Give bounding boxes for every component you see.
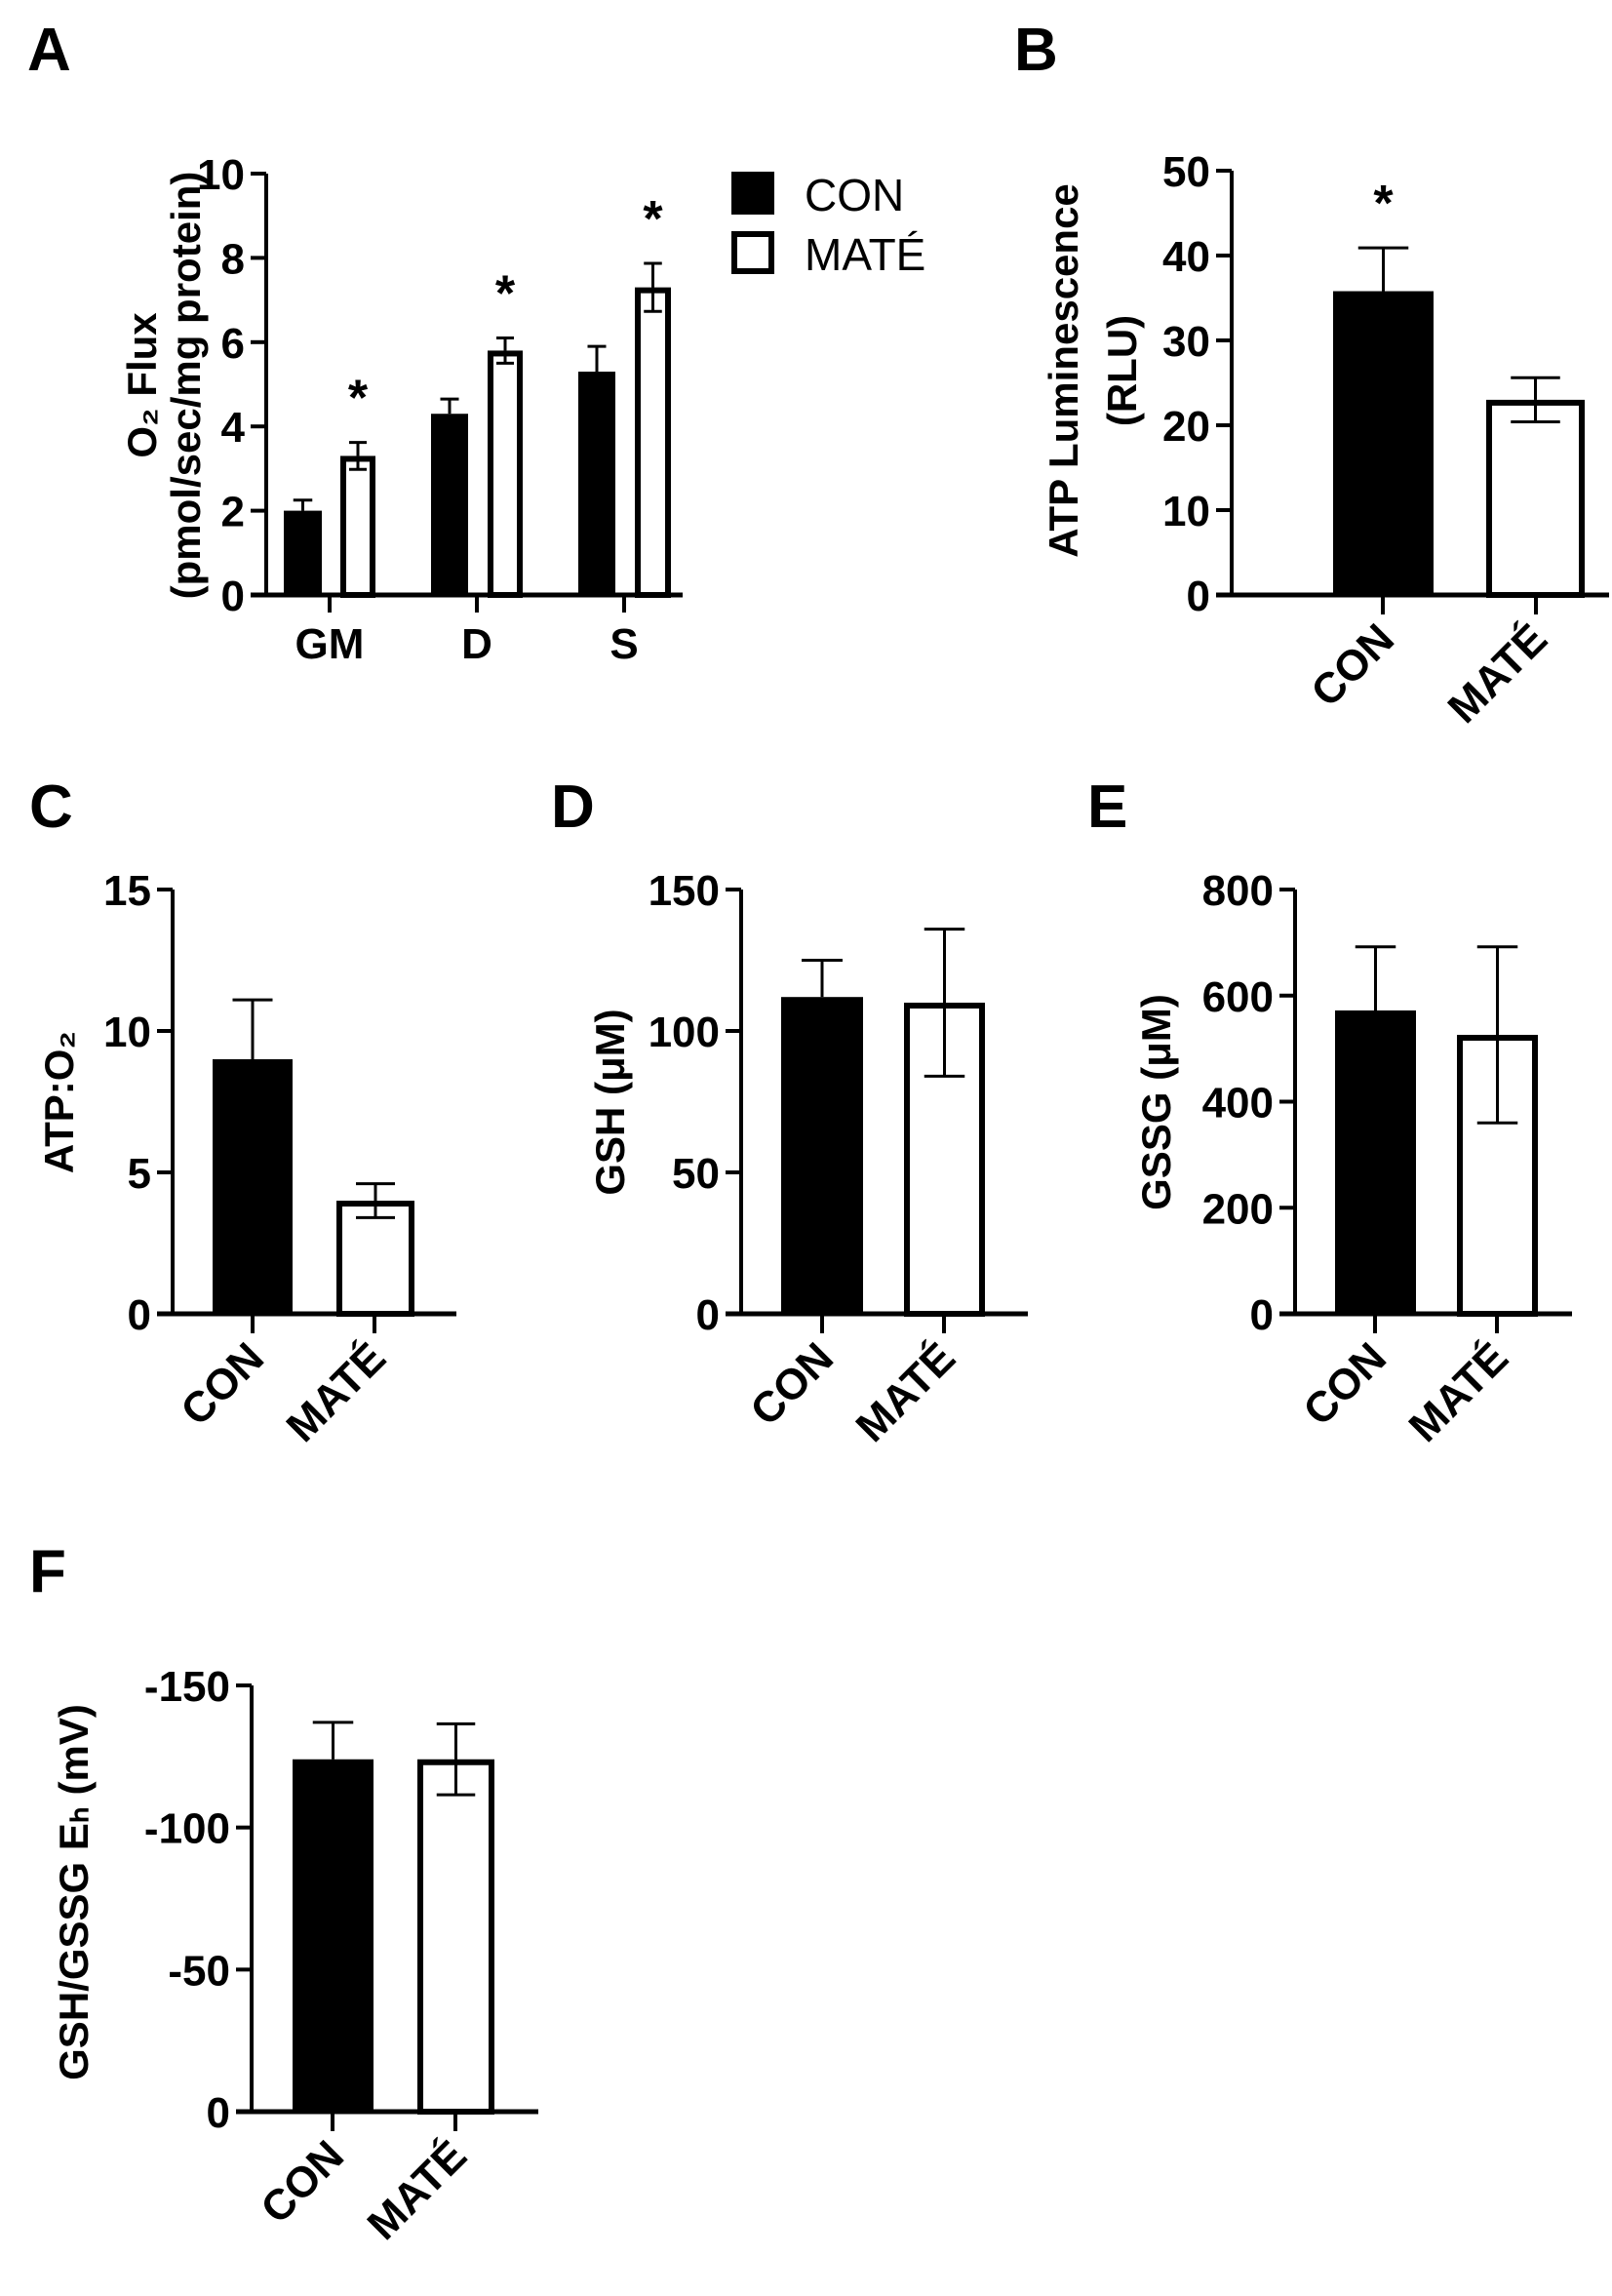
bar-mate	[340, 455, 375, 598]
legend-label: CON	[805, 170, 904, 220]
y-tick-label: 10	[103, 1009, 151, 1056]
panel-letter: D	[551, 773, 595, 841]
panel-letter: C	[29, 773, 73, 841]
y-tick-label: 50	[672, 1150, 720, 1198]
bar-con	[213, 1059, 293, 1314]
y-tick-label: -100	[144, 1805, 230, 1853]
y-axis-title: (RLU)	[1099, 315, 1145, 426]
panel-a: A 0 2 4 6 8 10 O₂ Flux(pmol/sec/mg protein) * GM *…	[27, 17, 925, 668]
panel-e: E 0 200 400 600 800 GSSG (μM) CON MATÉ	[1087, 773, 1572, 1451]
x-category-label: MATÉ	[1399, 1333, 1517, 1451]
y-axis-title: GSSG (μM)	[1133, 994, 1179, 1210]
bar-mate	[417, 1759, 494, 2116]
bar-con	[1335, 1009, 1416, 1314]
legend-label: MATÉ	[805, 229, 925, 280]
y-tick-label: 0	[696, 1291, 720, 1339]
x-category-label: CON	[252, 2131, 353, 2233]
y-tick-label: 8	[221, 235, 245, 283]
y-axis-title: ATP Luminescence	[1041, 183, 1086, 558]
y-tick-label: 40	[1162, 233, 1210, 281]
y-tick-label: 15	[103, 867, 151, 915]
y-axis-title: O₂ Flux	[119, 312, 165, 458]
y-tick-label: 30	[1162, 318, 1210, 366]
bar-con	[293, 1759, 374, 2112]
bar-mate	[336, 1201, 414, 1317]
y-tick-label: 4	[221, 404, 246, 452]
y-tick-label: 100	[649, 1009, 720, 1056]
y-tick-label: -50	[168, 1947, 230, 1995]
y-tick-label: 0	[207, 2089, 230, 2137]
x-category-label: GM	[295, 620, 365, 668]
x-category-label: MATÉ	[1438, 614, 1556, 732]
legend-swatch-mate	[731, 231, 774, 274]
x-category-label: MATÉ	[358, 2131, 476, 2249]
y-axis-title: ATP:O₂	[36, 1031, 82, 1173]
y-tick-label: 20	[1162, 403, 1210, 451]
y-tick-label: 200	[1202, 1185, 1274, 1233]
y-tick-label: -150	[144, 1663, 230, 1711]
x-category-label: CON	[1294, 1333, 1396, 1435]
bar-mate	[1486, 399, 1585, 598]
y-axis-title: GSH (μM)	[587, 1009, 633, 1195]
x-category-label: CON	[172, 1333, 273, 1435]
y-tick-label: 150	[649, 867, 720, 915]
bar-mate	[488, 350, 523, 598]
x-category-label: D	[461, 620, 492, 668]
significance-star: *	[348, 371, 369, 427]
panel-letter: B	[1014, 17, 1058, 84]
y-tick-label: 6	[221, 320, 245, 368]
panel-f: F 0 -50 -100 -150 GSH/GSSG Eₕ (mV) CON MATÉ	[29, 1538, 538, 2249]
panel-letter: E	[1087, 773, 1127, 841]
significance-star: *	[495, 265, 516, 322]
panel-d: D 0 50 100 150 GSH (μM) CON MATÉ	[551, 773, 1028, 1451]
y-tick-label: 800	[1202, 867, 1274, 915]
bar-mate	[635, 287, 671, 598]
y-tick-label: 10	[1162, 488, 1210, 535]
y-tick-label: 50	[1162, 148, 1210, 196]
y-tick-label: 5	[128, 1150, 151, 1198]
bar-con	[431, 414, 468, 595]
x-category-label: S	[609, 620, 638, 668]
significance-star: *	[1373, 176, 1394, 232]
y-axis-title: GSH/GSSG Eₕ (mV)	[51, 1704, 97, 2080]
significance-star: *	[643, 191, 663, 248]
bar-con	[781, 997, 863, 1314]
x-category-label: CON	[741, 1333, 843, 1435]
bar-con	[1333, 291, 1434, 595]
panel-c: C 0 5 10 15 ATP:O₂ CON MATÉ	[29, 773, 456, 1451]
x-category-label: MATÉ	[277, 1333, 395, 1451]
panel-letter: A	[27, 17, 71, 84]
y-tick-label: 10	[197, 151, 245, 199]
y-tick-label: 0	[1250, 1291, 1274, 1339]
legend-swatch-con	[731, 172, 774, 215]
y-tick-label: 0	[128, 1291, 151, 1339]
x-category-label: MATÉ	[846, 1333, 964, 1451]
y-tick-label: 0	[221, 573, 245, 620]
y-tick-label: 0	[1187, 573, 1210, 620]
bar-con	[578, 372, 615, 595]
y-tick-label: 400	[1202, 1080, 1274, 1128]
x-category-label: CON	[1302, 614, 1403, 716]
bar-con	[284, 510, 322, 595]
panel-letter: F	[29, 1538, 66, 1605]
y-tick-label: 2	[221, 489, 245, 536]
y-tick-label: 600	[1202, 973, 1274, 1021]
panel-b: B 0 10 20 30 40 50 ATP Luminescence (RLU) * CON MAT…	[1014, 17, 1609, 732]
y-axis-title: (pmol/sec/mg protein)	[163, 172, 209, 600]
